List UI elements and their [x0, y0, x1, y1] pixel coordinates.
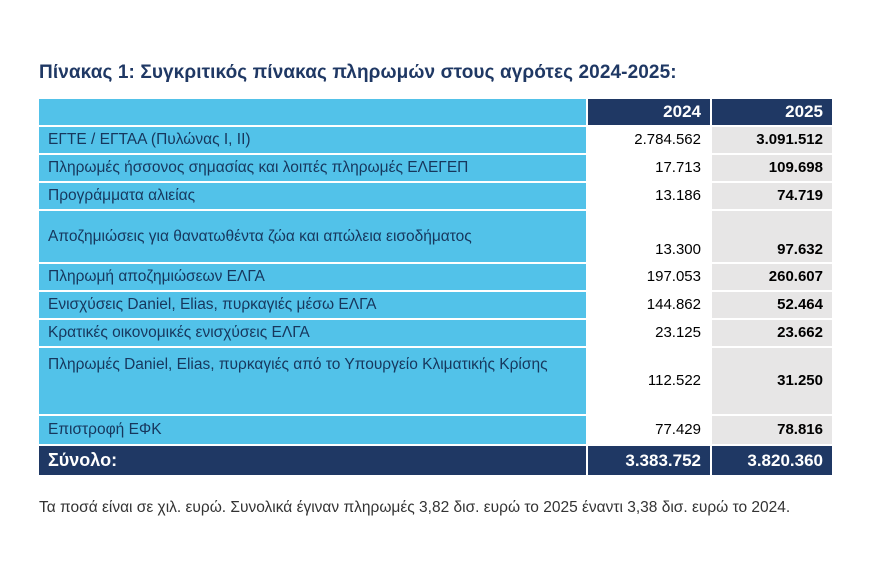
value-2025: 23.662: [710, 318, 834, 348]
value-2025: 31.250: [710, 346, 834, 416]
value-2024: 17.713: [586, 153, 712, 183]
row-label: Πληρωμή αποζημιώσεων ΕΛΓΑ: [37, 262, 588, 292]
total-2024: 3.383.752: [586, 444, 712, 477]
value-2024: 144.862: [586, 290, 712, 320]
table-row: ΕΓΤΕ / ΕΓΤΑΑ (Πυλώνας Ι, ΙΙ) 2.784.562 3…: [37, 125, 834, 155]
table-row: Ενισχύσεις Daniel, Elias, πυρκαγιές μέσω…: [37, 290, 834, 320]
value-2025: 52.464: [710, 290, 834, 320]
row-label: ΕΓΤΕ / ΕΓΤΑΑ (Πυλώνας Ι, ΙΙ): [37, 125, 588, 155]
row-label: Πληρωμές Daniel, Elias, πυρκαγιές από το…: [37, 346, 588, 416]
value-2025: 74.719: [710, 181, 834, 211]
row-label: Πληρωμές ήσσονος σημασίας και λοιπές πλη…: [37, 153, 588, 183]
value-2024: 112.522: [586, 346, 712, 416]
row-label: Ενισχύσεις Daniel, Elias, πυρκαγιές μέσω…: [37, 290, 588, 320]
value-2024: 13.186: [586, 181, 712, 211]
table-row: Επιστροφή ΕΦΚ 77.429 78.816: [37, 414, 834, 446]
page-title: Πίνακας 1: Συγκριτικός πίνακας πληρωμών …: [39, 62, 677, 83]
value-2024: 13.300: [586, 209, 712, 264]
total-2025: 3.820.360: [710, 444, 834, 477]
table-row: Πληρωμή αποζημιώσεων ΕΛΓΑ 197.053 260.60…: [37, 262, 834, 292]
header-empty-cell: [37, 97, 588, 127]
table-header-row: 2024 2025: [37, 97, 834, 127]
value-2024: 23.125: [586, 318, 712, 348]
header-year-2024: 2024: [586, 97, 712, 127]
value-2025: 3.091.512: [710, 125, 834, 155]
table-row: Κρατικές οικονομικές ενισχύσεις ΕΛΓΑ 23.…: [37, 318, 834, 348]
value-2024: 2.784.562: [586, 125, 712, 155]
table-row: Πληρωμές ήσσονος σημασίας και λοιπές πλη…: [37, 153, 834, 183]
value-2025: 109.698: [710, 153, 834, 183]
payments-table: 2024 2025 ΕΓΤΕ / ΕΓΤΑΑ (Πυλώνας Ι, ΙΙ) 2…: [37, 97, 834, 477]
value-2024: 77.429: [586, 414, 712, 446]
footnote-text: Τα ποσά είναι σε χιλ. ευρώ. Συνολικά έγι…: [39, 499, 791, 516]
row-label: Προγράμματα αλιείας: [37, 181, 588, 211]
value-2024: 197.053: [586, 262, 712, 292]
document-page: Πίνακας 1: Συγκριτικός πίνακας πληρωμών …: [37, 62, 834, 516]
table-row: Αποζημιώσεις για θανατωθέντα ζώα και απώ…: [37, 209, 834, 264]
row-label: Κρατικές οικονομικές ενισχύσεις ΕΛΓΑ: [37, 318, 588, 348]
table-row: Πληρωμές Daniel, Elias, πυρκαγιές από το…: [37, 346, 834, 416]
row-label: Επιστροφή ΕΦΚ: [37, 414, 588, 446]
row-label: Αποζημιώσεις για θανατωθέντα ζώα και απώ…: [37, 209, 588, 264]
header-year-2025: 2025: [710, 97, 834, 127]
table-row: Προγράμματα αλιείας 13.186 74.719: [37, 181, 834, 211]
total-label: Σύνολο:: [37, 444, 588, 477]
value-2025: 97.632: [710, 209, 834, 264]
value-2025: 78.816: [710, 414, 834, 446]
value-2025: 260.607: [710, 262, 834, 292]
total-row: Σύνολο: 3.383.752 3.820.360: [37, 444, 834, 477]
